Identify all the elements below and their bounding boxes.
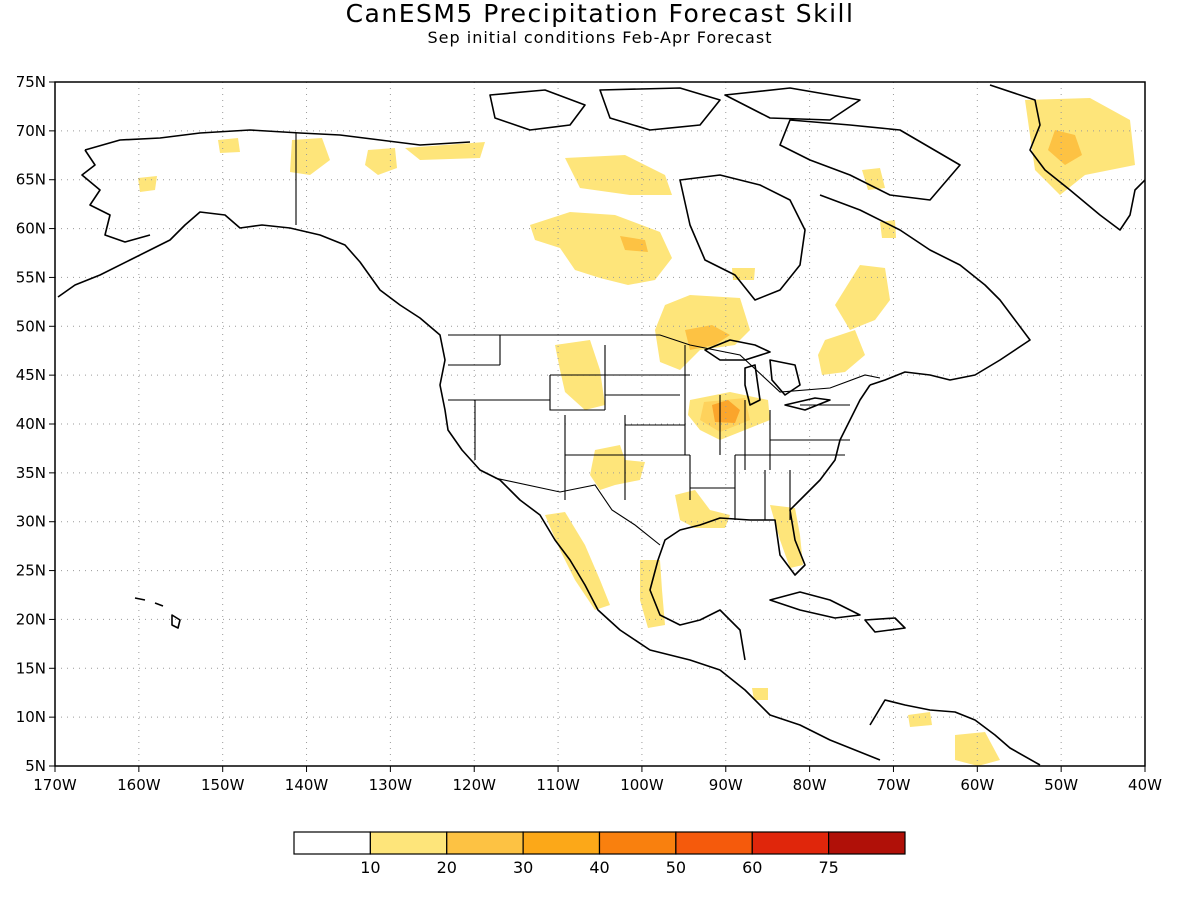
- cuba: [769, 591, 861, 619]
- lon-tick-label: 150W: [201, 776, 245, 794]
- skill-area-honduras: [752, 688, 768, 700]
- lat-tick-label: 75N: [16, 73, 46, 91]
- lon-tick-label: 50W: [1044, 776, 1078, 794]
- lon-tick-label: 170W: [33, 776, 77, 794]
- lat-tick-label: 55N: [16, 268, 46, 286]
- lat-tick-label: 15N: [16, 659, 46, 677]
- lon-tick-label: 140W: [285, 776, 329, 794]
- lake-michigan: [744, 364, 761, 406]
- colorbar-label: 60: [742, 858, 762, 877]
- lon-tick-label: 130W: [369, 776, 413, 794]
- colorbar-swatch: [446, 831, 524, 855]
- colorbar-swatch: [369, 831, 448, 855]
- colorbar-label: 10: [360, 858, 380, 877]
- arctic-island-2: [599, 87, 721, 131]
- south-america-coast: [869, 699, 1041, 766]
- lat-tick-label: 10N: [16, 708, 46, 726]
- skill-area-new-mexico: [590, 445, 645, 490]
- lake-erie: [784, 397, 831, 411]
- colorbar-label: 30: [513, 858, 533, 877]
- colorbar-swatch: [598, 831, 677, 855]
- axis-ticks: 75N 70N 65N 60N 55N 50N 45N 40N 35N 30N 25N 20N 15N 1…: [16, 73, 1162, 794]
- lat-tick-label: 70N: [16, 122, 46, 140]
- skill-area-manitoba-core: [620, 236, 648, 252]
- lon-tick-label: 40W: [1128, 776, 1162, 794]
- skill-area-greenland-core: [1048, 130, 1082, 165]
- lat-tick-label: 30N: [16, 513, 46, 531]
- alaska-north-coast: [84, 129, 471, 151]
- greenland: [989, 84, 1145, 231]
- lon-tick-label: 160W: [117, 776, 161, 794]
- skill-area-ontario-core: [685, 325, 730, 350]
- skill-area-nwt-2: [405, 142, 485, 160]
- lat-tick-label: 35N: [16, 464, 46, 482]
- skill-area-alaska-2: [138, 176, 157, 192]
- skill-area-quebec-1: [835, 265, 890, 330]
- arctic-island-1: [489, 89, 586, 131]
- lat-tick-label: 50N: [16, 317, 46, 335]
- lon-tick-label: 60W: [960, 776, 994, 794]
- colorbar-label: 40: [589, 858, 609, 877]
- colorbar-label: 20: [437, 858, 457, 877]
- lake-huron: [769, 359, 801, 396]
- map-subtitle: Sep initial conditions Feb-Apr Forecast: [427, 28, 773, 47]
- us-canada-border: [448, 334, 881, 393]
- skill-area-james-bay: [732, 268, 755, 280]
- colorbar-label: 50: [666, 858, 686, 877]
- lon-tick-label: 100W: [620, 776, 664, 794]
- lon-tick-label: 110W: [536, 776, 580, 794]
- hispaniola: [864, 617, 906, 633]
- lon-tick-label: 120W: [452, 776, 496, 794]
- colorbar-swatch: [675, 831, 753, 855]
- skill-area-nunavut: [565, 155, 672, 195]
- us-mexico-border: [494, 477, 661, 546]
- west-coastline: [57, 211, 881, 761]
- map-gridlines: [55, 82, 1145, 766]
- lat-tick-label: 25N: [16, 562, 46, 580]
- lon-tick-label: 80W: [793, 776, 827, 794]
- colorbar: 10 20 30 40 50 60 75: [293, 831, 906, 877]
- skill-area-venezuela-1: [908, 712, 932, 727]
- arctic-island-3: [724, 87, 861, 121]
- skill-shading: [138, 98, 1135, 766]
- skill-area-gulf-coast: [675, 490, 730, 528]
- hudson-bay: [679, 174, 806, 301]
- skill-area-manitoba: [530, 212, 672, 285]
- colorbar-swatch: [751, 831, 830, 855]
- alaska-west-coast: [81, 149, 151, 243]
- skill-area-greenland: [1025, 98, 1135, 195]
- skill-area-quebec-2: [818, 330, 865, 375]
- lat-tick-label: 60N: [16, 220, 46, 238]
- colorbar-label: 75: [818, 858, 838, 877]
- coastlines: [57, 84, 1145, 766]
- colorbar-swatch: [293, 831, 371, 855]
- skill-area-nwt-1: [365, 148, 397, 175]
- lat-tick-label: 5N: [25, 757, 46, 775]
- lake-superior: [704, 339, 771, 361]
- lat-tick-label: 40N: [16, 415, 46, 433]
- lat-tick-label: 65N: [16, 171, 46, 189]
- state-lines-central: [605, 345, 736, 520]
- us-east-coast: [649, 384, 871, 661]
- skill-area-baja: [545, 512, 610, 610]
- skill-area-yukon: [290, 138, 330, 175]
- skill-area-midwest-mid: [700, 398, 750, 432]
- lon-tick-label: 70W: [877, 776, 911, 794]
- state-lines-east: [719, 395, 850, 520]
- baffin-island: [779, 119, 961, 201]
- labrador-coast: [819, 194, 1031, 386]
- lat-tick-label: 45N: [16, 366, 46, 384]
- hawaii: [134, 597, 181, 629]
- political-borders: [295, 133, 881, 546]
- lon-tick-label: 90W: [709, 776, 743, 794]
- skill-area-florida: [770, 505, 803, 568]
- skill-area-alaska-1: [218, 138, 240, 153]
- colorbar-swatch: [828, 831, 906, 855]
- map-title: CanESM5 Precipitation Forecast Skill: [345, 0, 855, 28]
- lat-tick-label: 20N: [16, 610, 46, 628]
- colorbar-swatch: [522, 831, 601, 855]
- state-lines-west: [448, 335, 665, 500]
- skill-area-ungava: [880, 220, 896, 238]
